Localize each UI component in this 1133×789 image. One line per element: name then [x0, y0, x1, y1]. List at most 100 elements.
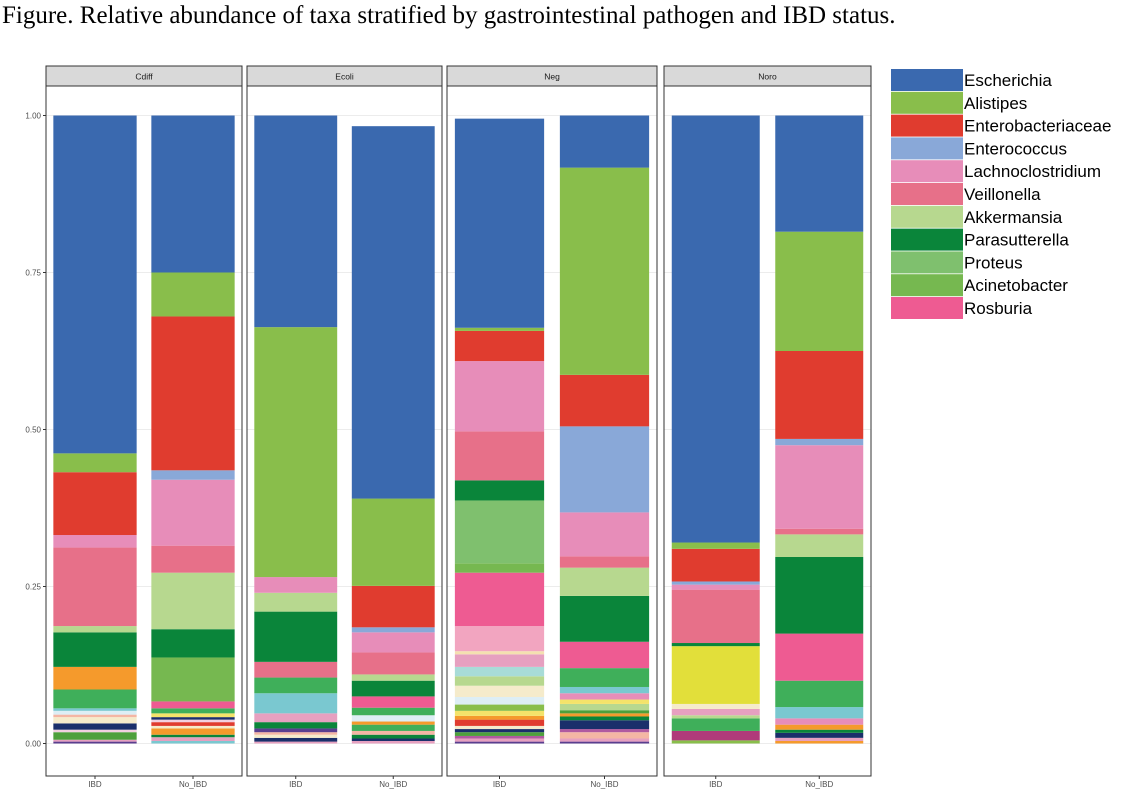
bar-segment — [454, 327, 545, 331]
bar-segment — [254, 592, 338, 612]
bar-neg-ibd — [454, 118, 545, 744]
legend-label: Enterobacteriaceae — [964, 117, 1111, 136]
bar-segment — [53, 739, 137, 742]
legend: Escherichia Alistipes Enterobacteriaceae En… — [891, 69, 1111, 319]
legend-label: Veillonella — [964, 185, 1041, 204]
bar-segment — [454, 725, 545, 730]
legend-label: Enterococcus — [964, 139, 1067, 158]
bar-cdiff-ibd — [53, 115, 137, 744]
bar-segment — [53, 741, 137, 744]
legend-swatch — [891, 69, 963, 91]
bar-segment — [151, 722, 235, 726]
facet-panels: Cdiff IBD No_IBD Ecoli IBD No_IBD Neg IBD No_IBD… — [45, 65, 872, 789]
bar-segment — [151, 708, 235, 714]
bar-segment — [454, 729, 545, 733]
bar-segment — [351, 680, 435, 697]
x-tick-label: IBD — [493, 780, 507, 789]
bar-segment — [254, 713, 338, 723]
bar-segment — [454, 654, 545, 667]
x-tick-label: No_IBD — [590, 780, 618, 789]
bar-segment — [53, 547, 137, 627]
bar-segment — [254, 722, 338, 729]
bar-segment — [53, 689, 137, 709]
bar-segment — [559, 729, 650, 733]
bar-segment — [775, 438, 864, 446]
bar-segment — [454, 651, 545, 655]
bar-segment — [351, 498, 435, 586]
bar-segment — [151, 734, 235, 738]
bar-segment — [454, 500, 545, 564]
legend-item-rosburia: Rosburia — [891, 297, 1033, 319]
bar-segment — [559, 512, 650, 557]
bar-segment — [775, 633, 864, 681]
bar-segment — [53, 453, 137, 473]
bar-segment — [454, 572, 545, 627]
bar-segment — [254, 661, 338, 678]
legend-item-escherichia: Escherichia — [891, 69, 1052, 91]
bar-segment — [151, 740, 235, 744]
legend-label: Proteus — [964, 253, 1023, 272]
bar-segment — [671, 708, 760, 716]
legend-item-akkermansia: Akkermansia — [891, 205, 1063, 228]
bar-segment — [53, 472, 137, 536]
bar-segment — [254, 611, 338, 662]
panel-border — [663, 85, 872, 777]
bar-segment — [151, 115, 235, 273]
panel-border — [246, 85, 443, 777]
figure-title: Figure. Relative abundance of taxa strat… — [2, 2, 896, 29]
bar-segment — [454, 735, 545, 739]
bar-segment — [454, 666, 545, 677]
bar-segment — [454, 719, 545, 726]
bar-ecoli-no-ibd — [351, 126, 435, 744]
bar-segment — [53, 717, 137, 724]
bar-segment — [151, 728, 235, 735]
bar-segment — [151, 572, 235, 630]
legend-label: Parasutterella — [964, 231, 1069, 250]
x-tick-label: No_IBD — [805, 780, 833, 789]
bar-segment — [53, 714, 137, 718]
bar-segment — [151, 545, 235, 573]
bar-segment — [559, 710, 650, 714]
bar-segment — [351, 740, 435, 744]
bar-segment — [351, 734, 435, 739]
bar-segment — [559, 703, 650, 711]
bar-segment — [559, 115, 650, 168]
legend-label: Alistipes — [964, 94, 1027, 113]
legend-swatch — [891, 183, 963, 205]
bar-segment — [351, 627, 435, 633]
bar-noro-no-ibd — [775, 115, 864, 744]
bar-segment — [559, 741, 650, 744]
bar-segment — [559, 668, 650, 687]
bar-segment — [454, 330, 545, 362]
bar-segment — [351, 632, 435, 653]
bar-segment — [53, 708, 137, 711]
y-tick-label: 0.75 — [25, 269, 41, 278]
bar-segment — [559, 426, 650, 513]
bar-segment — [775, 115, 864, 232]
bar-segment — [559, 641, 650, 669]
bar-cdiff-no-ibd — [151, 115, 235, 744]
x-tick-label: No_IBD — [179, 780, 207, 789]
bar-segment — [351, 652, 435, 675]
bar-segment — [351, 721, 435, 725]
legend-label: Acinetobacter — [964, 276, 1068, 295]
bar-segment — [151, 717, 235, 720]
panel-border — [446, 85, 658, 777]
y-axis: 0.00 0.25 0.50 0.75 1.00 — [25, 112, 46, 749]
bar-segment — [151, 701, 235, 709]
bar-segment — [53, 115, 137, 454]
bar-segment — [775, 740, 864, 744]
bar-segment — [254, 693, 338, 714]
bar-segment — [559, 167, 650, 375]
bar-segment — [671, 643, 760, 647]
bar-segment — [775, 729, 864, 733]
bar-segment — [454, 118, 545, 328]
bar-segment — [671, 703, 760, 709]
legend-item-enterobacteriaceae: Enterobacteriaceae — [891, 114, 1111, 137]
bar-segment — [559, 732, 650, 739]
bar-segment — [454, 738, 545, 742]
legend-swatch — [891, 91, 963, 114]
bar-segment — [775, 534, 864, 557]
bar-segment — [151, 725, 235, 729]
